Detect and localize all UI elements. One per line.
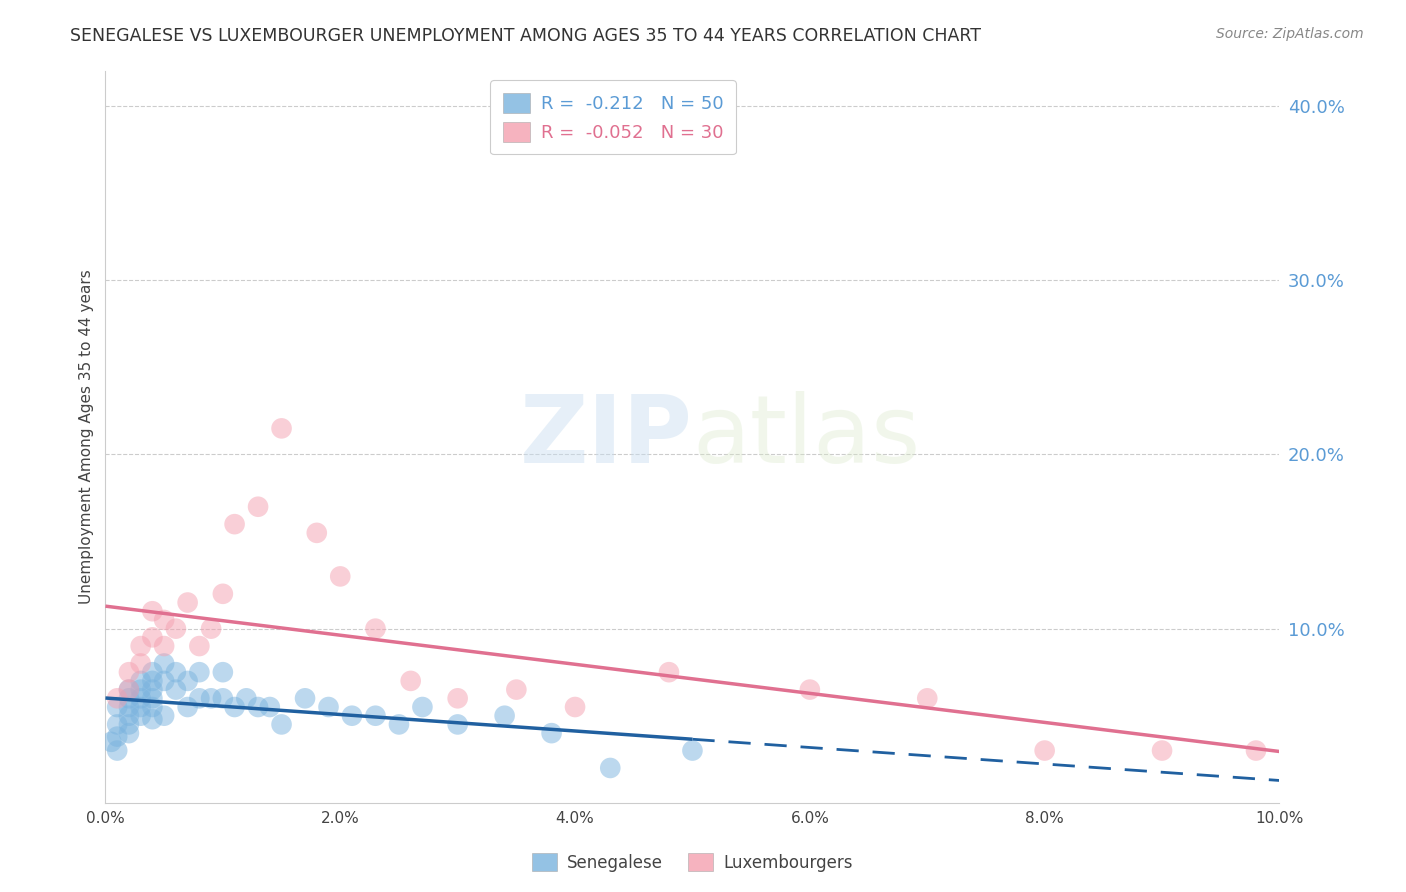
Point — [658, 665, 681, 680]
Point — [211, 587, 233, 601]
Point — [188, 691, 211, 706]
Point — [235, 691, 257, 706]
Point — [165, 622, 187, 636]
Text: Source: ZipAtlas.com: Source: ZipAtlas.com — [1216, 27, 1364, 41]
Point — [118, 708, 141, 723]
Point — [176, 700, 198, 714]
Point — [494, 708, 516, 723]
Point — [305, 525, 328, 540]
Point — [388, 717, 411, 731]
Point — [259, 700, 281, 714]
Point — [188, 665, 211, 680]
Point — [141, 682, 163, 697]
Point — [224, 517, 246, 532]
Point — [141, 665, 163, 680]
Point — [917, 691, 939, 706]
Point — [118, 691, 141, 706]
Point — [176, 673, 198, 688]
Point — [247, 700, 270, 714]
Point — [364, 708, 387, 723]
Point — [141, 700, 163, 714]
Point — [165, 665, 187, 680]
Point — [200, 691, 222, 706]
Point — [446, 717, 468, 731]
Point — [129, 673, 152, 688]
Point — [505, 682, 527, 697]
Point — [129, 700, 152, 714]
Point — [105, 700, 128, 714]
Point — [247, 500, 270, 514]
Point — [270, 717, 292, 731]
Point — [129, 657, 152, 671]
Point — [446, 691, 468, 706]
Point — [153, 673, 176, 688]
Point — [599, 761, 621, 775]
Point — [118, 717, 141, 731]
Point — [105, 691, 128, 706]
Point — [540, 726, 562, 740]
Point — [141, 712, 163, 726]
Point — [188, 639, 211, 653]
Point — [799, 682, 821, 697]
Point — [682, 743, 704, 757]
Point — [411, 700, 433, 714]
Point — [564, 700, 586, 714]
Point — [1033, 743, 1056, 757]
Point — [141, 604, 163, 618]
Point — [105, 730, 128, 744]
Point — [270, 421, 292, 435]
Point — [318, 700, 340, 714]
Point — [211, 665, 233, 680]
Text: ZIP: ZIP — [520, 391, 692, 483]
Point — [294, 691, 316, 706]
Point — [105, 743, 128, 757]
Legend: Senegalese, Luxembourgers: Senegalese, Luxembourgers — [526, 847, 859, 879]
Point — [224, 700, 246, 714]
Point — [153, 613, 176, 627]
Point — [129, 691, 152, 706]
Point — [118, 665, 141, 680]
Point — [105, 717, 128, 731]
Point — [118, 682, 141, 697]
Point — [118, 682, 141, 697]
Point — [176, 595, 198, 609]
Point — [1150, 743, 1173, 757]
Point — [364, 622, 387, 636]
Point — [118, 700, 141, 714]
Point — [153, 708, 176, 723]
Point — [165, 682, 187, 697]
Point — [118, 726, 141, 740]
Point — [211, 691, 233, 706]
Point — [329, 569, 352, 583]
Point — [100, 735, 122, 749]
Point — [129, 682, 152, 697]
Point — [1244, 743, 1267, 757]
Text: SENEGALESE VS LUXEMBOURGER UNEMPLOYMENT AMONG AGES 35 TO 44 YEARS CORRELATION CH: SENEGALESE VS LUXEMBOURGER UNEMPLOYMENT … — [70, 27, 981, 45]
Point — [153, 639, 176, 653]
Point — [340, 708, 363, 723]
Point — [153, 657, 176, 671]
Point — [141, 673, 163, 688]
Point — [129, 639, 152, 653]
Point — [200, 622, 222, 636]
Point — [141, 691, 163, 706]
Y-axis label: Unemployment Among Ages 35 to 44 years: Unemployment Among Ages 35 to 44 years — [79, 269, 94, 605]
Point — [399, 673, 422, 688]
Point — [141, 631, 163, 645]
Text: atlas: atlas — [692, 391, 921, 483]
Point — [129, 708, 152, 723]
